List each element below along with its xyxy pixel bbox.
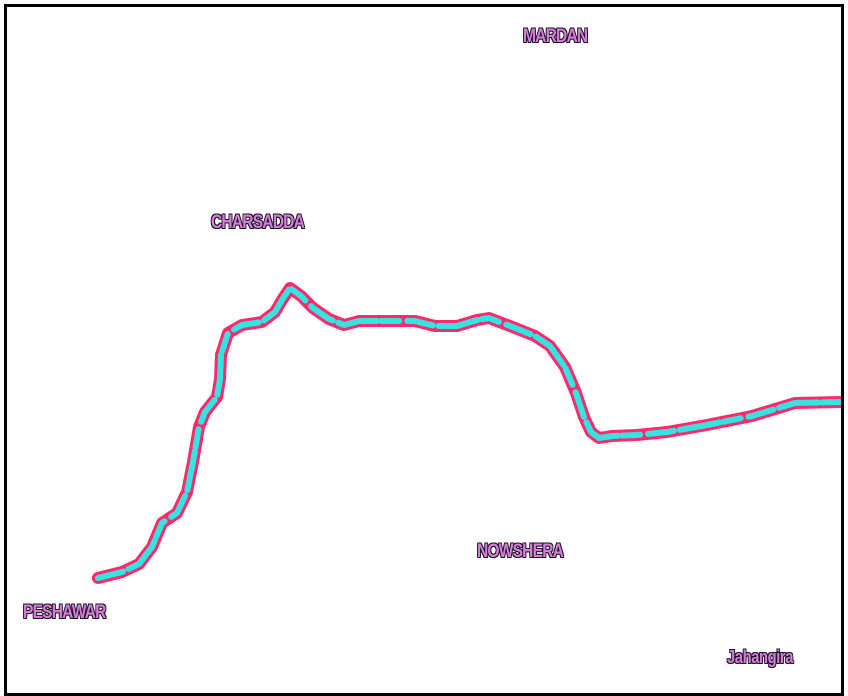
city-label-nowshera: NOWSHERA	[477, 541, 565, 562]
map-canvas	[92, 282, 841, 584]
city-label-jahangira: Jahangira	[727, 647, 794, 667]
route-line-inner	[95, 285, 841, 581]
city-label-peshawar: PESHAWAR	[23, 602, 107, 623]
city-label-mardan: MARDAN	[523, 26, 589, 47]
city-label-charsadda: CHARSADDA	[211, 212, 306, 233]
map-frame: MARDAN CHARSADDA NOWSHERA PESHAWAR Jahan…	[4, 4, 844, 696]
route-line-outer	[92, 282, 841, 584]
